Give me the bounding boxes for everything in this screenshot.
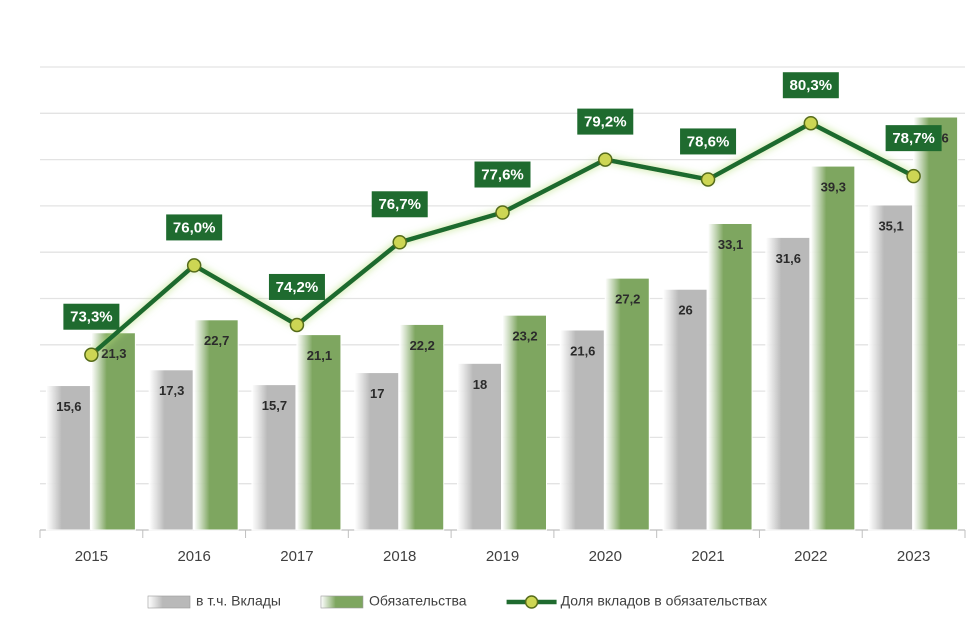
- data-label: 17: [370, 386, 384, 401]
- x-tick-label: 2019: [486, 548, 519, 565]
- data-label: 35,1: [878, 218, 903, 233]
- data-label: 74,2%: [276, 279, 319, 296]
- data-label: 18: [473, 377, 487, 392]
- data-label: 76,7%: [378, 196, 421, 213]
- data-label: 78,6%: [687, 133, 730, 150]
- line-marker: [392, 235, 407, 250]
- line-marker: [803, 115, 819, 131]
- line-marker: [495, 205, 510, 220]
- x-tick-label: 2017: [280, 548, 313, 565]
- bar: [457, 362, 502, 531]
- data-label: 27,2: [615, 292, 640, 307]
- data-label: 22,7: [204, 333, 229, 348]
- line-marker: [289, 317, 305, 333]
- data-label: 15,7: [262, 398, 287, 413]
- data-label: 31,6: [776, 251, 801, 266]
- data-label-box: [371, 191, 428, 218]
- bar: [913, 116, 959, 531]
- x-tick-label: 2016: [177, 548, 210, 565]
- line-marker: [186, 258, 202, 273]
- data-label: 21,1: [307, 348, 332, 363]
- x-tick-label: 2023: [897, 548, 930, 565]
- bar: [354, 372, 400, 531]
- bar: [810, 165, 856, 531]
- bar: [251, 384, 297, 531]
- bar: [399, 323, 445, 531]
- legend-label: Доля вкладов в обязательствах: [561, 593, 768, 609]
- line-marker: [84, 347, 99, 362]
- legend-label: Обязательства: [369, 593, 467, 609]
- legend-swatch: [147, 595, 191, 609]
- data-label-box: [166, 214, 223, 241]
- data-label: 33,1: [718, 237, 743, 252]
- data-label: 77,6%: [481, 166, 524, 183]
- bar: [765, 236, 811, 531]
- line-marker: [700, 172, 716, 187]
- data-label: 22,2: [410, 338, 435, 353]
- line-marker: [906, 168, 921, 184]
- data-label-box: [268, 273, 325, 300]
- data-label: 78,7%: [892, 130, 935, 147]
- data-label: 39,3: [821, 180, 846, 195]
- x-tick-label: 2020: [589, 548, 622, 565]
- data-label-box: [885, 125, 942, 152]
- bar: [707, 222, 753, 531]
- data-label: 21,6: [570, 343, 595, 358]
- bar: [559, 329, 605, 531]
- data-label-box: [577, 108, 634, 135]
- line-marker: [598, 152, 613, 167]
- legend-marker: [524, 595, 539, 609]
- bar: [604, 277, 650, 531]
- data-label: 21,3: [101, 346, 126, 361]
- legend-label: в т.ч. Вклады: [196, 593, 281, 609]
- data-label-box: [474, 161, 531, 188]
- data-label: 15,6: [56, 399, 81, 414]
- bar: [296, 334, 342, 531]
- data-label: 23,2: [512, 329, 537, 344]
- data-label: 79,2%: [584, 114, 627, 131]
- data-label: 76,0%: [173, 219, 216, 236]
- legend-swatch: [320, 595, 364, 609]
- data-label-box: [782, 72, 839, 99]
- data-label: 80,3%: [790, 77, 833, 94]
- bar: [45, 385, 91, 531]
- x-tick-label: 2021: [691, 548, 724, 565]
- bar: [868, 204, 914, 531]
- x-tick-label: 2018: [383, 548, 416, 565]
- data-label: 73,3%: [70, 309, 113, 326]
- bar: [148, 369, 194, 531]
- data-label: 26: [678, 303, 692, 318]
- x-tick-label: 2022: [794, 548, 827, 565]
- bar: [662, 288, 708, 531]
- data-label-box: [680, 128, 737, 155]
- bar: [90, 332, 136, 531]
- bar: [502, 314, 547, 531]
- data-label-box: [63, 303, 120, 330]
- data-label: 17,3: [159, 383, 184, 398]
- x-tick-label: 2015: [75, 548, 108, 565]
- bar: [193, 319, 239, 531]
